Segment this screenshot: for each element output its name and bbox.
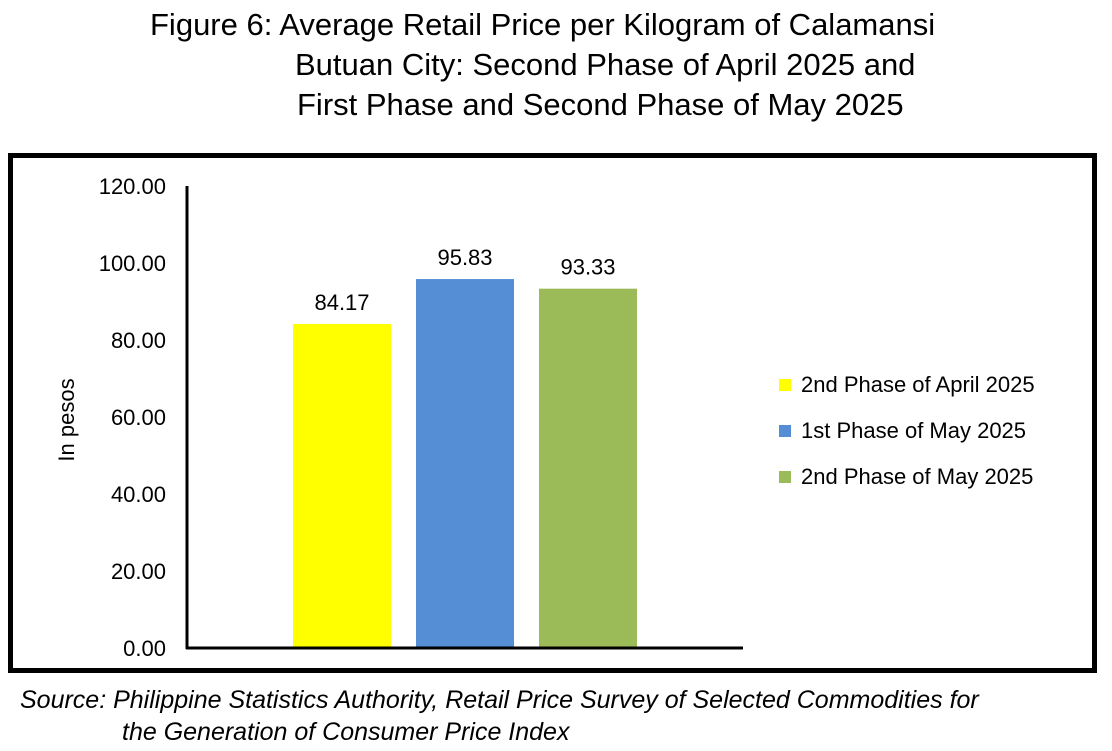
y-tick-label: 20.00 xyxy=(111,559,166,584)
legend-label-april-2nd: 2nd Phase of April 2025 xyxy=(801,372,1035,397)
source-line-2: the Generation of Consumer Price Index xyxy=(122,718,570,746)
title-line-1: Figure 6: Average Retail Price per Kilog… xyxy=(150,7,936,42)
legend: 2nd Phase of April 2025 1st Phase of May… xyxy=(779,362,1035,500)
legend-label-may-1st: 1st Phase of May 2025 xyxy=(801,418,1027,443)
bar xyxy=(539,288,637,648)
y-tick-label: 80.00 xyxy=(111,328,166,353)
data-label: 93.33 xyxy=(560,255,615,280)
legend-item-may-1st: 1st Phase of May 2025 xyxy=(779,408,1035,454)
data-label: 84.17 xyxy=(314,290,369,315)
source-line-1: Source: Philippine Statistics Authority,… xyxy=(20,686,979,714)
legend-swatch-april-2nd xyxy=(779,379,791,391)
bar xyxy=(416,279,514,648)
legend-item-may-2nd: 2nd Phase of May 2025 xyxy=(779,454,1035,500)
y-tick-label: 60.00 xyxy=(111,405,166,430)
y-tick-label: 0.00 xyxy=(123,636,166,661)
bar xyxy=(293,323,391,648)
data-label: 95.83 xyxy=(437,245,492,270)
y-tick-label: 120.00 xyxy=(99,174,166,199)
y-tick-label: 100.00 xyxy=(99,251,166,276)
title-line-3: First Phase and Second Phase of May 2025 xyxy=(297,87,904,122)
legend-label-may-2nd: 2nd Phase of May 2025 xyxy=(801,464,1034,489)
y-axis-title: In pesos xyxy=(54,378,79,461)
legend-swatch-may-1st xyxy=(779,425,791,437)
legend-swatch-may-2nd xyxy=(779,471,791,483)
title-line-2: Butuan City: Second Phase of April 2025 … xyxy=(295,47,916,82)
y-tick-label: 40.00 xyxy=(111,482,166,507)
legend-item-april-2nd: 2nd Phase of April 2025 xyxy=(779,362,1035,408)
